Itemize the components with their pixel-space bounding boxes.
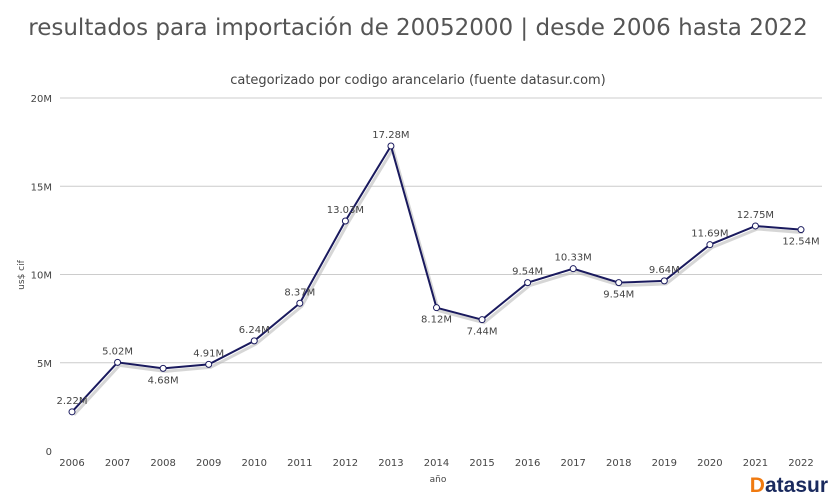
x-tick-label: 2012 — [333, 458, 358, 469]
data-label: 9.64M — [649, 265, 680, 276]
x-tick-label: 2020 — [697, 458, 722, 469]
datasur-logo: Datasur — [750, 474, 828, 498]
data-label: 13.03M — [327, 205, 364, 216]
x-tick-label: 2006 — [59, 458, 84, 469]
x-tick-label: 2018 — [606, 458, 631, 469]
data-label: 10.33M — [555, 253, 592, 264]
x-tick-label: 2015 — [469, 458, 494, 469]
data-point — [797, 226, 805, 234]
data-label: 6.24M — [239, 325, 270, 336]
data-point — [433, 304, 440, 312]
x-tick-label: 2007 — [105, 458, 130, 469]
data-point — [114, 358, 122, 366]
logo-d: D — [749, 474, 765, 497]
data-point — [341, 217, 349, 225]
x-tick-label: 2019 — [652, 458, 677, 469]
data-label: 17.28M — [372, 130, 409, 141]
data-point — [478, 316, 486, 324]
data-label: 11.69M — [691, 229, 728, 240]
data-point — [660, 277, 668, 285]
y-tick-label: 10M — [31, 271, 52, 282]
x-tick-label: 2009 — [196, 458, 221, 469]
data-point — [751, 222, 759, 230]
y-tick-label: 0 — [46, 447, 52, 458]
data-label: 12.54M — [782, 237, 819, 248]
data-label: 7.44M — [467, 327, 498, 338]
data-label: 9.54M — [603, 290, 634, 301]
x-tick-label: 2014 — [424, 458, 449, 469]
chart-title: resultados para importación de 20052000 … — [28, 15, 808, 41]
x-tick-label: 2021 — [743, 458, 768, 469]
data-point — [159, 364, 167, 372]
chart-subtitle: categorizado por codigo arancelario (fue… — [230, 73, 606, 88]
x-tick-label: 2008 — [150, 458, 175, 469]
x-tick-label: 2010 — [242, 458, 267, 469]
data-point — [250, 337, 258, 345]
data-label: 8.12M — [421, 315, 452, 326]
x-tick-label: 2022 — [788, 458, 813, 469]
x-tick-label: 2013 — [378, 458, 403, 469]
data-label: 4.91M — [193, 348, 224, 359]
data-label: 4.68M — [148, 375, 179, 386]
data-label: 5.02M — [102, 346, 133, 357]
x-tick-label: 2011 — [287, 458, 312, 469]
data-point — [524, 279, 532, 287]
data-point — [706, 241, 714, 249]
logo-text: atasur — [764, 474, 828, 497]
data-point — [615, 279, 623, 287]
data-point — [68, 408, 76, 416]
y-tick-label: 5M — [37, 359, 52, 370]
x-axis-label: año — [430, 475, 447, 485]
data-point — [296, 299, 304, 307]
y-tick-label: 15M — [31, 182, 52, 193]
x-tick-label: 2016 — [515, 458, 540, 469]
data-point — [387, 142, 395, 150]
data-label: 2.22M — [57, 396, 88, 407]
data-label: 9.54M — [512, 267, 543, 278]
y-axis-label: us$ cif — [17, 259, 27, 289]
data-point — [569, 265, 577, 273]
series-line-shadow — [72, 145, 804, 416]
data-point — [205, 360, 213, 368]
data-label: 12.75M — [737, 210, 774, 221]
y-tick-label: 20M — [31, 94, 52, 105]
x-tick-label: 2017 — [560, 458, 585, 469]
data-label: 8.37M — [284, 287, 315, 298]
